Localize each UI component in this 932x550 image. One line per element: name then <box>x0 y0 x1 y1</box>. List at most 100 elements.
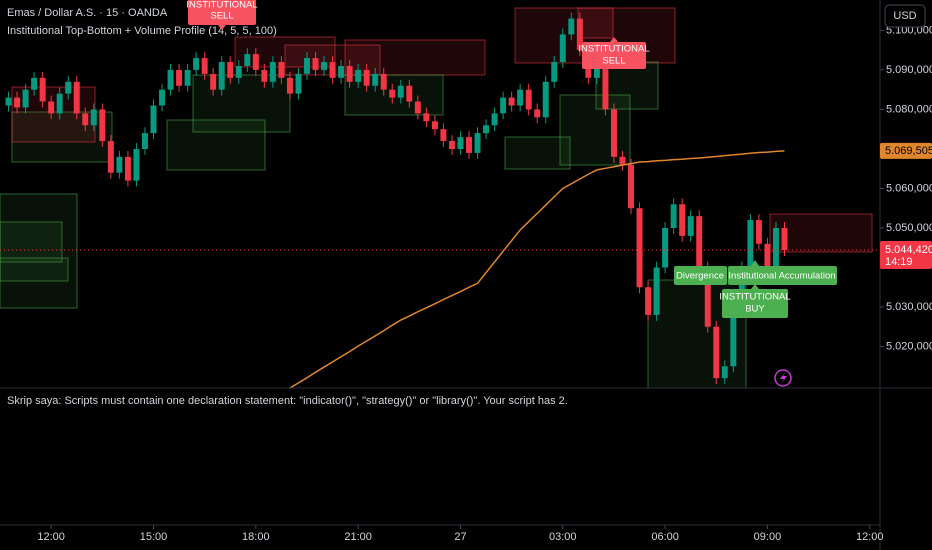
x-tick-label: 18:00 <box>242 531 270 543</box>
candle-body <box>764 243 771 268</box>
annotation-arrow <box>610 37 618 42</box>
annotation-box <box>674 266 727 285</box>
zone <box>0 257 69 282</box>
candle-body <box>372 73 379 86</box>
candle-body <box>628 164 634 209</box>
ema-label: 5.069,505 <box>885 145 932 157</box>
ema-label-box <box>880 142 932 159</box>
candle-body <box>303 58 310 74</box>
candle-body <box>406 85 413 102</box>
candle-body <box>193 58 200 70</box>
candle-body <box>636 208 643 288</box>
x-tick-label: 06:00 <box>651 531 679 543</box>
console-message: Skrip saya: Scripts must contain one dec… <box>7 395 568 407</box>
candle-body <box>56 93 63 114</box>
candle-body <box>90 109 97 126</box>
candle-body <box>448 141 455 149</box>
candle-body <box>210 73 217 90</box>
candle-body <box>662 227 669 268</box>
candle-body <box>457 137 464 149</box>
candle-body <box>772 227 779 268</box>
candle-body <box>99 109 106 142</box>
y-tick-label: 5.020,000 <box>886 340 932 352</box>
candle-body <box>73 81 80 114</box>
candle-body <box>269 62 276 82</box>
candle-body <box>474 133 481 153</box>
candle-body <box>235 65 242 78</box>
axes: 5.100,0005.090,0005.080,0005.060,0005.05… <box>37 24 932 543</box>
candle-body <box>346 65 353 82</box>
candle-body <box>167 69 174 90</box>
annotation-arrow <box>751 260 759 266</box>
last-price-label: 5.044,420 <box>885 244 932 256</box>
zone <box>0 193 78 309</box>
candle-body <box>730 307 737 367</box>
annotation-arrow <box>218 25 226 30</box>
x-tick-label: 15:00 <box>140 531 168 543</box>
annotation: INSTITUTIONAL SELL <box>186 0 258 30</box>
x-tick-label: 03:00 <box>549 531 577 543</box>
symbol-title: Emas / Dollar A.S. · 15 · OANDA <box>7 7 168 19</box>
candle-body <box>116 156 123 173</box>
candle-body <box>431 121 438 130</box>
candle-body <box>483 125 490 134</box>
candle-body <box>491 113 498 126</box>
x-tick-label: 12:00 <box>856 531 884 543</box>
candle-body <box>397 85 404 98</box>
candle-body <box>201 58 208 74</box>
countdown: 14:19 <box>885 256 913 268</box>
last-price-box <box>880 241 932 270</box>
plot <box>5 12 788 388</box>
candle-body <box>244 54 251 66</box>
candle-body <box>65 81 72 94</box>
y-tick-label: 5.030,000 <box>886 301 932 313</box>
x-tick-label: 27 <box>454 531 466 543</box>
annotation-text: Institutional Accumulation <box>728 271 835 282</box>
candle-body <box>602 62 609 110</box>
candle-body <box>389 89 396 98</box>
alert-icon[interactable] <box>774 369 792 387</box>
annotation-text: INSTITUTIONAL <box>719 292 790 303</box>
currency[interactable]: USD <box>893 10 916 22</box>
candle-body <box>321 62 328 70</box>
candle-body <box>261 69 268 82</box>
candle-body <box>48 101 55 114</box>
zone <box>559 94 631 166</box>
candle-body <box>747 220 754 268</box>
candle-body <box>619 156 626 165</box>
candle-body <box>150 105 157 134</box>
candle-body <box>312 58 319 70</box>
annotation-text: Divergence <box>676 271 724 282</box>
candle-body <box>22 89 29 108</box>
annotation-box <box>728 266 837 285</box>
currency-button[interactable] <box>884 4 926 28</box>
candle-body <box>542 81 549 118</box>
candle-body <box>440 129 447 142</box>
candle-body <box>610 109 617 157</box>
y-tick-label: 5.050,000 <box>886 222 932 234</box>
candle-body <box>645 287 652 315</box>
candle-body <box>414 101 421 114</box>
annotation-text: BUY <box>745 304 765 315</box>
candle-body <box>124 156 131 181</box>
candle-body <box>500 97 507 114</box>
candle-body <box>423 113 430 122</box>
candle-body <box>355 69 362 82</box>
candle-body <box>218 62 225 90</box>
candle-body <box>713 326 720 379</box>
candle-body <box>466 137 472 153</box>
candle-body <box>295 73 302 94</box>
candle-body <box>517 89 524 106</box>
candle-body <box>82 113 89 126</box>
candle-body <box>5 97 12 106</box>
alert-bolt[interactable] <box>780 372 787 384</box>
zone <box>0 221 63 263</box>
candle-body <box>704 267 711 327</box>
candle-body <box>39 77 46 102</box>
candle-body <box>508 97 515 106</box>
alert-circle[interactable] <box>774 369 792 387</box>
candle-body <box>568 18 575 35</box>
candle-body <box>159 89 165 106</box>
annotation-text: SELL <box>602 56 625 67</box>
